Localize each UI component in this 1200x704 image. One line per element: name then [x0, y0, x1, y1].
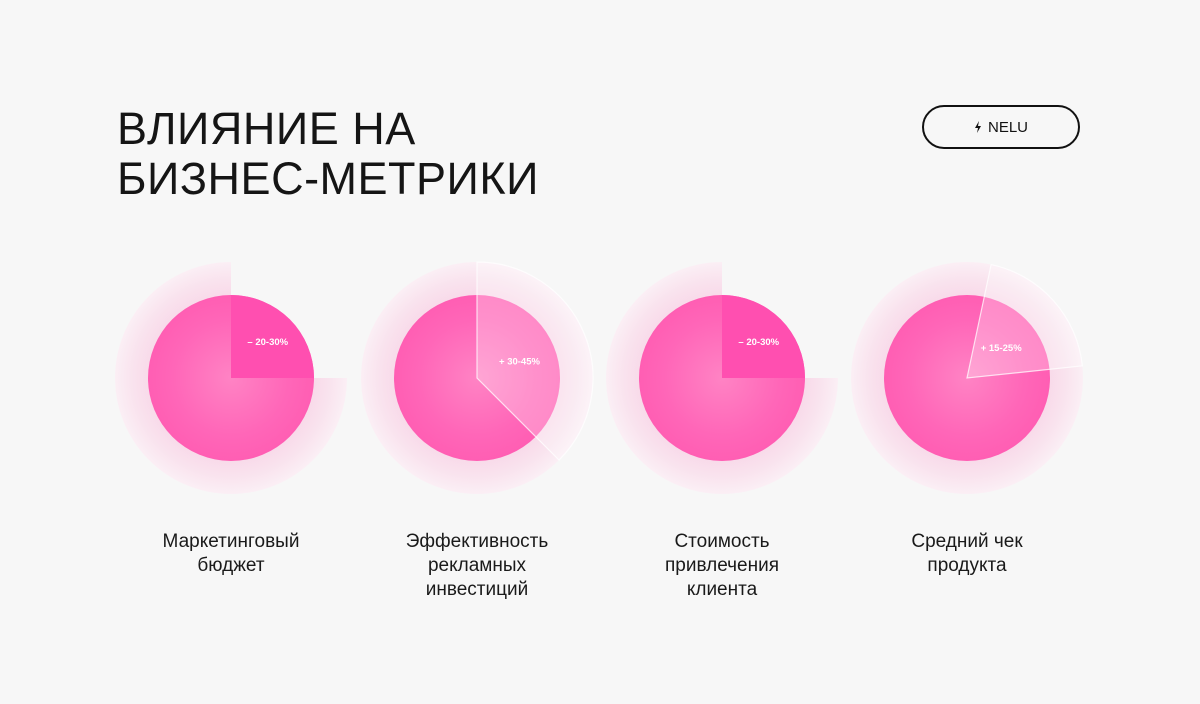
- brand-badge[interactable]: NELU: [922, 105, 1080, 149]
- lightning-icon: [974, 121, 981, 133]
- metric-label-line: рекламных: [427, 555, 527, 576]
- slice-value-label: – 20-30%: [738, 337, 779, 348]
- metric-label-line: клиента: [686, 579, 758, 600]
- metric-label-4: Средний чек продукта: [867, 530, 1067, 578]
- slice-value-label: + 30-45%: [499, 356, 540, 367]
- metric-label-line: продукта: [927, 555, 1007, 576]
- metric-label-line: Стоимость: [674, 531, 770, 552]
- brand-label: NELU: [987, 118, 1028, 136]
- metric-label-line: Эффективность: [405, 531, 549, 552]
- pie-chart-1: – 20-30%: [115, 262, 347, 494]
- pie-chart-3: – 20-30%: [606, 262, 838, 494]
- metric-label-3: Стоимость привлечения клиента: [622, 530, 822, 602]
- metric-label-line: бюджет: [197, 555, 265, 576]
- pie-slice: [231, 295, 314, 378]
- pie-slice: [476, 261, 594, 461]
- metric-label-line: Средний чек: [911, 531, 1023, 552]
- metric-label-1: Маркетинговый бюджет: [131, 530, 331, 578]
- slice-value-label: + 15-25%: [981, 343, 1022, 354]
- pie-slice: [966, 263, 1084, 379]
- page-title-line-2: БИЗНЕС-МЕТРИКИ: [117, 153, 539, 204]
- pie-chart-2: + 30-45%: [361, 261, 594, 494]
- metric-label-line: инвестиций: [425, 579, 529, 600]
- slice-value-label: – 20-30%: [247, 337, 288, 348]
- pie-slice: [722, 295, 805, 378]
- pie-chart-4: + 15-25%: [851, 262, 1084, 494]
- page-title-line-1: ВЛИЯНИЕ НА: [117, 103, 416, 154]
- metric-label-2: Эффективность рекламных инвестиций: [377, 530, 577, 602]
- metric-label-line: привлечения: [664, 555, 779, 576]
- metric-label-line: Маркетинговый: [162, 531, 300, 552]
- page-title: ВЛИЯНИЕ НА БИЗНЕС-МЕТРИКИ: [117, 104, 539, 204]
